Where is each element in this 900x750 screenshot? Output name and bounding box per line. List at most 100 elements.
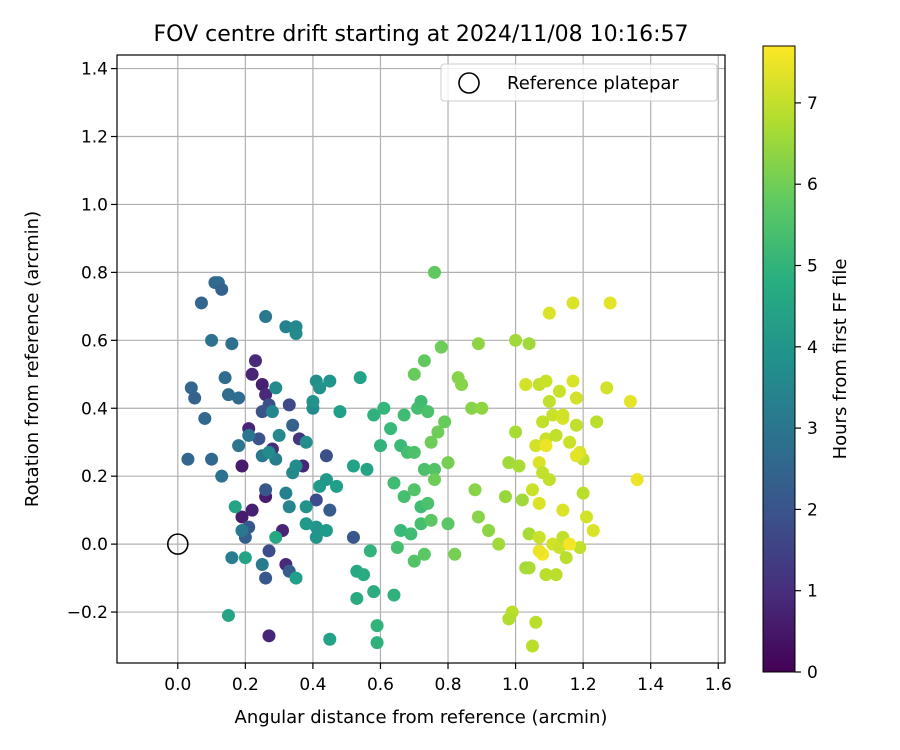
data-point bbox=[563, 537, 577, 551]
data-point bbox=[417, 547, 431, 561]
data-point bbox=[515, 493, 529, 507]
data-point bbox=[590, 415, 604, 429]
data-point bbox=[323, 503, 337, 517]
data-point bbox=[417, 462, 431, 476]
data-point bbox=[407, 483, 421, 497]
data-point bbox=[502, 612, 516, 626]
data-point bbox=[299, 517, 313, 531]
data-point bbox=[566, 296, 580, 310]
x-tick-label: 0.8 bbox=[434, 675, 461, 695]
data-point bbox=[569, 391, 583, 405]
data-point bbox=[221, 388, 235, 402]
data-point bbox=[319, 473, 333, 487]
data-point bbox=[397, 490, 411, 504]
data-point bbox=[323, 632, 337, 646]
data-point bbox=[552, 541, 566, 555]
data-point bbox=[434, 340, 448, 354]
data-point bbox=[232, 391, 246, 405]
chart-title: FOV centre drift starting at 2024/11/08 … bbox=[154, 22, 689, 47]
data-point bbox=[428, 462, 442, 476]
reference-platepar-marker bbox=[167, 533, 189, 555]
x-tick-label: 0.4 bbox=[299, 675, 326, 695]
data-point bbox=[407, 445, 421, 459]
data-point bbox=[529, 615, 543, 629]
data-point bbox=[357, 568, 371, 582]
data-point bbox=[387, 476, 401, 490]
data-point bbox=[498, 490, 512, 504]
legend: Reference platepar bbox=[440, 63, 718, 102]
data-point bbox=[522, 337, 536, 351]
data-point bbox=[255, 377, 269, 391]
data-point bbox=[279, 486, 293, 500]
data-point bbox=[532, 496, 546, 510]
x-tick-label: 0.6 bbox=[367, 675, 394, 695]
data-point bbox=[421, 405, 435, 419]
data-point bbox=[492, 537, 506, 551]
data-point bbox=[367, 585, 381, 599]
data-point bbox=[552, 384, 566, 398]
colorbar-tick-label: 0 bbox=[807, 663, 818, 683]
x-axis-label: Angular distance from reference (arcmin) bbox=[235, 707, 608, 728]
data-point bbox=[471, 337, 485, 351]
data-point bbox=[549, 428, 563, 442]
data-point bbox=[181, 452, 195, 466]
data-point bbox=[255, 405, 269, 419]
y-tick-label: 0.0 bbox=[81, 535, 108, 555]
data-point bbox=[522, 527, 536, 541]
data-point bbox=[262, 445, 276, 459]
data-point bbox=[569, 418, 583, 432]
colorbar-tick-label: 1 bbox=[807, 582, 818, 602]
data-point bbox=[417, 354, 431, 368]
data-point bbox=[306, 394, 320, 408]
data-point bbox=[367, 408, 381, 422]
y-tick-label: 1.0 bbox=[81, 195, 108, 215]
data-point bbox=[319, 449, 333, 463]
data-point bbox=[370, 636, 384, 650]
data-point bbox=[519, 377, 533, 391]
data-point bbox=[455, 377, 469, 391]
legend-marker-icon bbox=[458, 72, 480, 94]
data-point bbox=[532, 530, 546, 544]
data-point bbox=[282, 398, 296, 412]
data-point bbox=[262, 629, 276, 643]
data-point bbox=[623, 394, 637, 408]
data-point bbox=[346, 530, 360, 544]
data-point bbox=[509, 425, 523, 439]
data-point bbox=[407, 367, 421, 381]
data-point bbox=[265, 405, 279, 419]
y-tick-label: −0.2 bbox=[67, 603, 108, 623]
data-point bbox=[529, 439, 543, 453]
y-axis-label: Rotation from reference (arcmin) bbox=[22, 211, 43, 507]
data-point bbox=[586, 524, 600, 538]
data-point bbox=[525, 483, 539, 497]
data-point bbox=[414, 517, 428, 531]
data-point bbox=[370, 619, 384, 633]
x-axis-ticks: 0.0 0.2 0.4 0.6 0.8 1.0 1.2 1.4 1.6 bbox=[164, 663, 732, 695]
data-point bbox=[235, 510, 249, 524]
colorbar-tick-label: 7 bbox=[807, 94, 818, 114]
data-point bbox=[475, 401, 489, 415]
data-point bbox=[188, 391, 202, 405]
data-point bbox=[309, 493, 323, 507]
data-point bbox=[441, 517, 455, 531]
data-point bbox=[556, 408, 570, 422]
data-point bbox=[373, 439, 387, 453]
data-point bbox=[377, 401, 391, 415]
data-point bbox=[546, 408, 560, 422]
colorbar-label: Hours from first FF file bbox=[830, 259, 851, 460]
data-point bbox=[259, 483, 273, 497]
data-point bbox=[262, 544, 276, 558]
data-point bbox=[215, 282, 229, 296]
data-point bbox=[539, 439, 553, 453]
data-point bbox=[563, 435, 577, 449]
data-point bbox=[407, 554, 421, 568]
legend-box bbox=[440, 63, 718, 102]
data-point bbox=[248, 354, 262, 368]
data-point bbox=[346, 459, 360, 473]
data-point bbox=[630, 473, 644, 487]
data-point bbox=[194, 296, 208, 310]
data-point bbox=[289, 327, 303, 341]
data-point bbox=[428, 265, 442, 279]
data-point bbox=[502, 456, 516, 470]
data-point bbox=[221, 608, 235, 622]
